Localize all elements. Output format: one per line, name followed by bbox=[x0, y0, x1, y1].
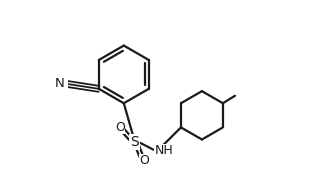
Text: NH: NH bbox=[155, 144, 173, 157]
Text: N: N bbox=[54, 77, 64, 90]
Text: O: O bbox=[139, 154, 149, 167]
Text: S: S bbox=[131, 135, 139, 149]
Text: O: O bbox=[115, 121, 125, 134]
